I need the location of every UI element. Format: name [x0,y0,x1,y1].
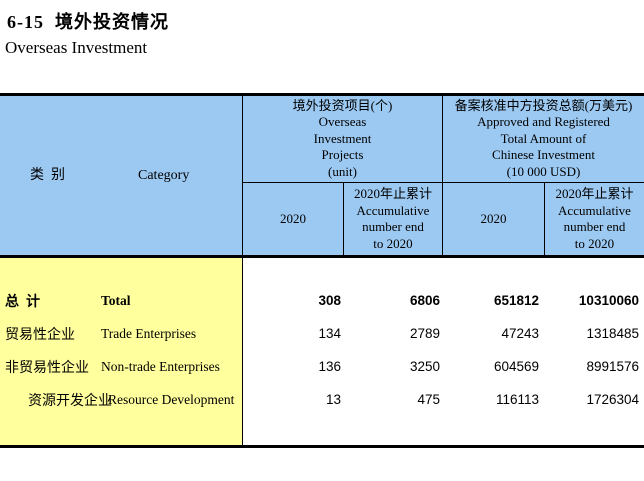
value-amount-2020: 116113 [495,392,539,407]
table-row-nontrade: 非贸易性企业 Non-trade Enterprises 136 3250 60… [0,350,644,383]
table-row-trade: 贸易性企业 Trade Enterprises 134 2789 47243 1… [0,317,644,350]
subheader-projects-cumulative: 2020年止累计 Accumulative number end to 2020 [344,183,443,255]
page-subtitle: Overseas Investment [5,38,148,57]
overseas-investment-table: 类 别 Category 境外投资项目(个) Overseas Investme… [0,93,644,448]
category-cell: 资源开发企业 Resource Development [0,383,243,416]
value-amount-2020: 604569 [493,359,539,374]
category-header-cell: 类 别 Category [0,96,243,255]
value-projects-cumulative: 3250 [409,359,440,374]
value-amount-2020: 651812 [493,293,539,308]
table-body: 总 计 Total 308 6806 651812 10310060 贸易性企业… [0,258,644,448]
table-header: 类 别 Category 境外投资项目(个) Overseas Investme… [0,93,644,258]
category-zh: 贸易性企业 [5,327,75,343]
subheader-amount-cumulative: 2020年止累计 Accumulative number end to 2020 [555,186,634,251]
table-rows: 总 计 Total 308 6806 651812 10310060 贸易性企业… [0,284,644,416]
value-projects-2020: 13 [325,392,341,407]
value-amount-cumulative: 10310060 [578,293,639,308]
value-projects-2020: 308 [318,293,341,308]
value-projects-cumulative: 6806 [409,293,440,308]
value-amount-2020: 47243 [501,326,539,341]
table-row-total: 总 计 Total 308 6806 651812 10310060 [0,284,644,317]
category-zh: 资源开发企业 [28,393,112,409]
value-projects-cumulative: 475 [417,392,440,407]
group-header-amount: 备案核准中方投资总额(万美元) Approved and Registered … [443,96,644,183]
value-projects-2020: 136 [318,359,341,374]
category-en: Resource Development [108,391,235,407]
category-header-en: Category [138,167,190,183]
value-amount-cumulative: 8991576 [586,359,639,374]
value-projects-cumulative: 2789 [409,326,440,341]
category-en: Trade Enterprises [101,325,197,341]
category-column-background [0,258,243,445]
value-projects-2020: 134 [318,326,341,341]
value-amount-cumulative: 1318485 [586,326,639,341]
category-cell: 总 计 Total [0,284,243,317]
category-cell: 非贸易性企业 Non-trade Enterprises [0,350,243,383]
category-header-zh: 类 别 [30,167,65,183]
category-en: Non-trade Enterprises [101,358,220,374]
group-header-projects: 境外投资项目(个) Overseas Investment Projects (… [243,96,443,183]
category-en: Total [101,292,131,308]
value-amount-cumulative: 1726304 [586,392,639,407]
table-row-resource: 资源开发企业 Resource Development 13 475 11611… [0,383,644,416]
page-title: 6-15 境外投资情况 [7,12,169,32]
category-zh: 非贸易性企业 [5,360,89,376]
subheader-amount-2020: 2020 [443,183,545,255]
subheader-projects-2020: 2020 [243,183,344,255]
category-cell: 贸易性企业 Trade Enterprises [0,317,243,350]
category-zh: 总 计 [5,294,40,310]
